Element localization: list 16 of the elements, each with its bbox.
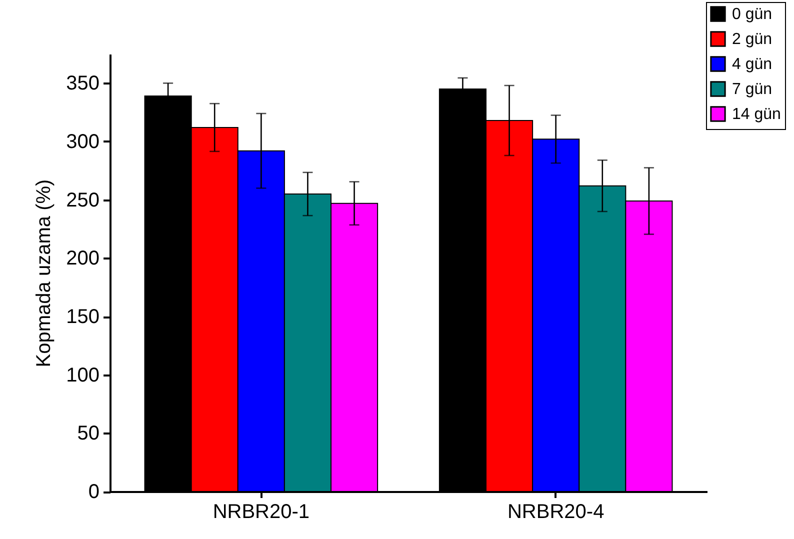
y-tick-label: 0 <box>88 481 100 503</box>
y-tick-label: 350 <box>66 72 100 95</box>
y-axis-title: Kopmada uzama (%) <box>33 179 56 368</box>
legend-label: 0 gün <box>732 6 772 23</box>
legend-label: 2 gün <box>732 31 772 48</box>
y-tick-label: 50 <box>77 422 100 445</box>
y-tick-label: 250 <box>66 189 100 212</box>
legend-label: 4 gün <box>732 56 772 73</box>
y-tick-label: 150 <box>66 306 100 328</box>
y-tick-label: 300 <box>66 131 100 153</box>
legend-label: 7 gün <box>732 81 772 98</box>
y-tick-label: 100 <box>66 364 100 386</box>
x-tick-label: NRBR20-4 <box>507 501 604 523</box>
x-tick-label: NRBR20-1 <box>212 501 310 523</box>
legend-label: 14 gün <box>732 106 781 123</box>
y-tick-label: 200 <box>66 248 100 270</box>
